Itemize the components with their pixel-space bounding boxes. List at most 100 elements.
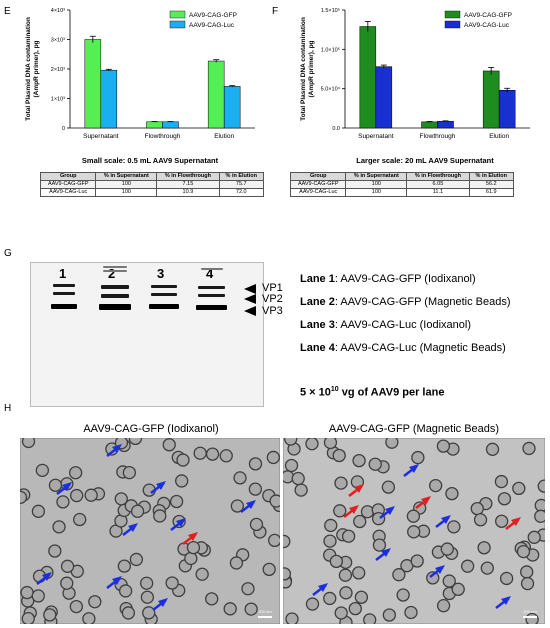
- virus-particle: [175, 474, 189, 488]
- virus-particle: [117, 559, 132, 573]
- table-cell: AAV9-CAG-GFP: [39, 180, 97, 189]
- gel-band-vp3: [149, 304, 179, 309]
- virus-particle: [48, 478, 63, 492]
- scale-bar-label: 200 nm: [258, 609, 272, 614]
- virus-particle: [407, 525, 421, 539]
- virus-particle: [193, 446, 207, 460]
- blue-arrowhead-icon: [435, 565, 445, 574]
- y-tick-label: 5.0×10⁴: [321, 86, 341, 93]
- virus-particle: [428, 478, 443, 493]
- virus-particle: [352, 453, 366, 468]
- virus-particle: [352, 566, 366, 580]
- virus-particle: [219, 449, 233, 463]
- virus-particle: [333, 504, 347, 518]
- virus-particle: [516, 544, 531, 559]
- gel-band-vp2: [53, 292, 75, 295]
- em-title-right: AAV9-CAG-GFP (Magnetic Beads): [328, 423, 500, 435]
- virus-particle: [130, 504, 145, 518]
- dose-exponent: 10: [330, 386, 339, 393]
- virus-particle: [153, 509, 167, 523]
- virus-particle: [128, 438, 143, 446]
- red-arrowhead-icon: [421, 496, 431, 505]
- virus-particle: [60, 559, 75, 573]
- virus-particle: [447, 520, 461, 534]
- blue-arrowhead-icon: [158, 598, 168, 607]
- virus-particle: [35, 463, 50, 477]
- bar: [223, 86, 241, 129]
- virus-particle: [205, 447, 220, 461]
- table-header-cell: % in Flowthrough: [406, 172, 470, 181]
- virus-particle: [262, 562, 276, 577]
- bar: [162, 121, 179, 129]
- gel-band-vp2: [198, 294, 225, 297]
- blue-arrowhead-icon: [409, 464, 419, 473]
- y-axis-label: Total Plasmid DNA contamination (AmpR pri…: [300, 17, 315, 121]
- table-cell: 75.7: [218, 180, 265, 189]
- virus-particle: [70, 488, 84, 503]
- virus-particle: [186, 540, 201, 555]
- y-tick-label: 2×10³: [51, 67, 65, 73]
- blue-arrowhead-icon: [112, 576, 122, 585]
- virus-particle: [241, 582, 255, 596]
- lane-description: Lane 1: AAV9-CAG-GFP (Iodixanol): [300, 273, 476, 285]
- y-axis-label: Total Plasmid DNA contamination (AmpR pri…: [25, 17, 40, 121]
- virus-particle: [445, 486, 459, 501]
- panel-letter-h: H: [4, 403, 12, 414]
- virus-particle: [84, 488, 98, 502]
- virus-particle: [527, 530, 541, 544]
- table-cell: 100: [345, 188, 408, 197]
- virus-particle: [460, 559, 475, 573]
- gel-band-vp1: [53, 284, 75, 287]
- blue-arrowhead-icon: [501, 596, 511, 605]
- virus-particle: [249, 517, 264, 532]
- virus-particle: [372, 538, 387, 552]
- scale-bar-label: 200 nm: [523, 609, 537, 614]
- panel-letter-e: E: [4, 6, 11, 17]
- virus-particle: [284, 458, 299, 473]
- virus-particle: [294, 483, 308, 497]
- lane-description: Lane 3: AAV9-CAG-Luc (Iodixanol): [300, 319, 471, 331]
- bar: [498, 89, 516, 129]
- virus-particle: [162, 438, 176, 452]
- virus-particle: [122, 465, 137, 480]
- table-header-cell: % in Flowthrough: [156, 172, 220, 181]
- vp1-label: VP1: [262, 282, 283, 294]
- legend-label: AAV9-CAG-Luc: [189, 22, 235, 29]
- virus-particle: [305, 597, 320, 611]
- virus-particle: [140, 590, 155, 604]
- table-e: Group % in Supernatant % in Flowthrough …: [39, 172, 265, 197]
- virus-particle: [534, 498, 545, 513]
- red-arrowhead-icon: [188, 532, 198, 541]
- virus-particle: [114, 492, 128, 506]
- table-cell: 61.9: [468, 188, 515, 197]
- virus-particle: [20, 585, 34, 600]
- legend-label: AAV9-CAG-GFP: [464, 12, 512, 19]
- virus-particle: [353, 514, 367, 529]
- virus-particle: [512, 481, 526, 496]
- panel-letter-g: G: [4, 248, 12, 259]
- virus-particle: [244, 602, 258, 616]
- table-row: AAV9-CAG-Luc 100 11.1 61.9: [289, 188, 515, 197]
- x-tick-label: Elution: [214, 133, 234, 140]
- red-arrowhead-icon: [354, 484, 364, 493]
- table-cell: 11.1: [406, 188, 470, 197]
- legend-swatch: [169, 20, 186, 29]
- virus-particle: [223, 602, 237, 616]
- x-tick-label: Flowthrough: [420, 133, 456, 140]
- virus-particle: [525, 612, 539, 624]
- blue-arrowhead-icon: [381, 548, 391, 557]
- x-tick-label: Supernatant: [358, 133, 394, 140]
- virus-particle: [323, 534, 337, 548]
- legend-swatch: [444, 10, 461, 19]
- lane-text: : AAV9-CAG-GFP (Magnetic Beads): [334, 296, 511, 308]
- virus-particle: [451, 582, 465, 596]
- blue-arrowhead-icon: [246, 500, 256, 509]
- y-tick-label: 1×10³: [51, 97, 65, 103]
- blue-arrowhead-icon: [318, 583, 328, 592]
- table-header-row: Group % in Supernatant % in Flowthrough …: [289, 172, 515, 181]
- bar: [146, 121, 163, 129]
- lane-label: Lane 1: [300, 273, 335, 285]
- table-cell: 7.15: [156, 180, 220, 189]
- virus-particle: [305, 438, 319, 451]
- bar: [482, 70, 500, 129]
